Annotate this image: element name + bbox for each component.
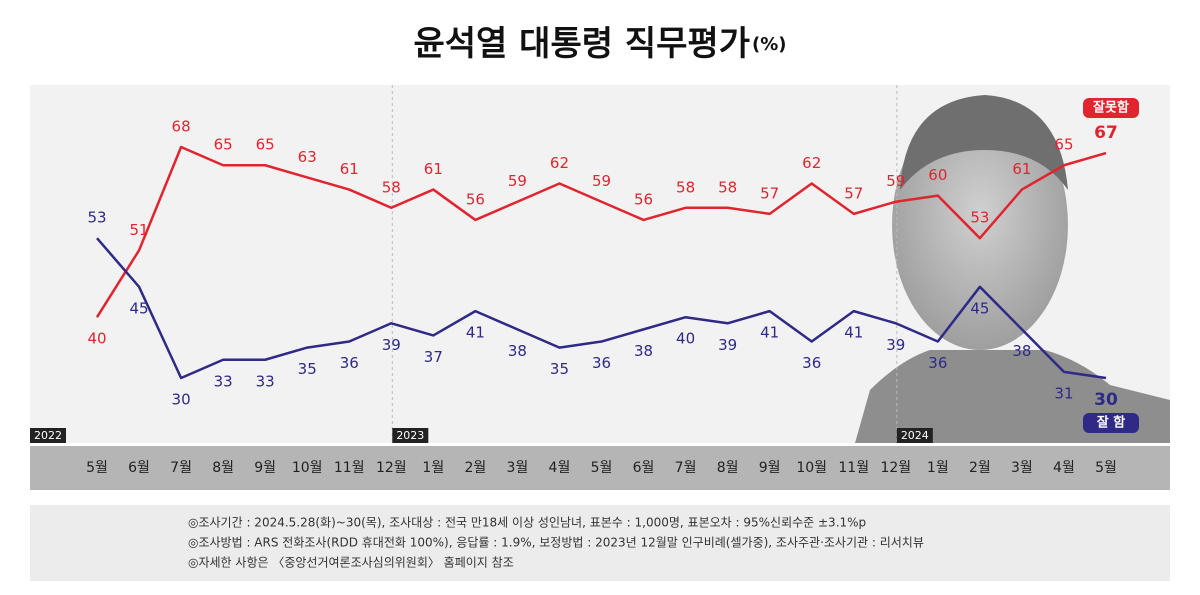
value-label: 39 [718,336,737,354]
value-label: 36 [592,354,611,372]
x-tick-label: 7월 [675,460,697,476]
value-label: 65 [1054,136,1073,154]
x-tick-label: 3월 [1011,460,1033,476]
x-tick-label: 9월 [759,460,781,476]
value-label: 58 [676,178,695,196]
legend-box [1083,413,1139,433]
x-tick-label: 4월 [549,460,571,476]
year-label-box [392,428,429,443]
value-label: 65 [214,136,233,154]
note: ◎조사기간 : 2024.5.28(화)~30(목), 조사대상 : 전국 만1… [188,516,866,530]
x-tick-label: 11월 [838,460,869,476]
value-label: 30 [1094,390,1118,410]
value-label: 38 [508,342,527,360]
value-label: 61 [424,160,443,178]
value-label: 62 [802,154,821,172]
value-label: 51 [129,221,148,239]
month-band [30,446,1170,490]
value-label: 41 [466,324,485,342]
title-main: 윤석열 대통령 직무평가 [414,24,750,64]
value-label: 56 [634,190,653,208]
legend-label: 잘못함 [1093,100,1129,116]
legend-label: 잘 함 [1097,415,1125,431]
value-label: 62 [550,154,569,172]
x-tick-label: 10월 [796,460,827,476]
value-label: 41 [844,324,863,342]
x-tick-label: 5월 [86,460,108,476]
year-label: 2024 [901,429,929,442]
value-label: 63 [298,148,317,166]
value-label: 58 [382,178,401,196]
value-label: 60 [928,166,947,184]
value-label: 39 [886,336,905,354]
note: ◎자세한 사항은 〈중앙선거여론조사심의위원회〉 홈페이지 참조 [188,556,514,570]
chart-title: 윤석열 대통령 직무평가 (%) [414,24,787,64]
x-tick-label: 7월 [170,460,192,476]
x-tick-label: 11월 [334,460,365,476]
x-tick-label: 1월 [422,460,444,476]
value-label: 33 [256,372,275,390]
title-unit: (%) [752,34,787,55]
value-label: 36 [802,354,821,372]
value-label: 45 [970,299,989,317]
x-tick-label: 1월 [927,460,949,476]
value-label: 59 [886,172,905,190]
value-label: 41 [760,324,779,342]
value-label: 40 [87,330,106,348]
notes-box [30,505,1170,581]
x-tick-label: 5월 [591,460,613,476]
year-label-box [896,428,933,443]
x-tick-label: 4월 [1053,460,1075,476]
value-label: 45 [129,299,148,317]
x-tick-label: 6월 [633,460,655,476]
series-line [96,237,1107,380]
year-label: 2023 [396,429,424,442]
value-label: 68 [172,118,191,136]
value-label: 59 [508,172,527,190]
note: ◎조사방법 : ARS 전화조사(RDD 휴대전화 100%), 응답률 : 1… [188,536,924,550]
x-tick-label: 12월 [376,460,407,476]
value-label: 36 [928,354,947,372]
value-label: 53 [970,209,989,227]
x-tick-label: 12월 [880,460,911,476]
x-tick-label: 8월 [212,460,234,476]
value-label: 35 [298,360,317,378]
value-label: 30 [172,391,191,409]
value-label: 65 [256,136,275,154]
value-label: 31 [1054,384,1073,402]
value-label: 58 [718,178,737,196]
value-label: 61 [340,160,359,178]
value-label: 39 [382,336,401,354]
value-label: 35 [550,360,569,378]
value-label: 38 [634,342,653,360]
x-tick-label: 8월 [717,460,739,476]
value-label: 36 [340,354,359,372]
x-tick-label: 5월 [1095,460,1117,476]
value-label: 67 [1094,123,1118,143]
x-tick-label: 2월 [464,460,486,476]
legend-box [1083,98,1139,118]
value-label: 56 [466,190,485,208]
value-label: 40 [676,330,695,348]
year-label: 2022 [34,429,62,442]
x-tick-label: 3월 [507,460,529,476]
value-label: 61 [1012,160,1031,178]
value-label: 37 [424,348,443,366]
value-label: 57 [760,184,779,202]
value-label: 33 [214,372,233,390]
x-tick-label: 9월 [254,460,276,476]
x-tick-label: 6월 [128,460,150,476]
value-label: 57 [844,184,863,202]
value-label: 59 [592,172,611,190]
value-label: 38 [1012,342,1031,360]
x-tick-label: 2월 [969,460,991,476]
year-label-box [30,428,66,443]
value-label: 53 [87,209,106,227]
series-line [95,145,1107,318]
x-tick-label: 10월 [292,460,323,476]
